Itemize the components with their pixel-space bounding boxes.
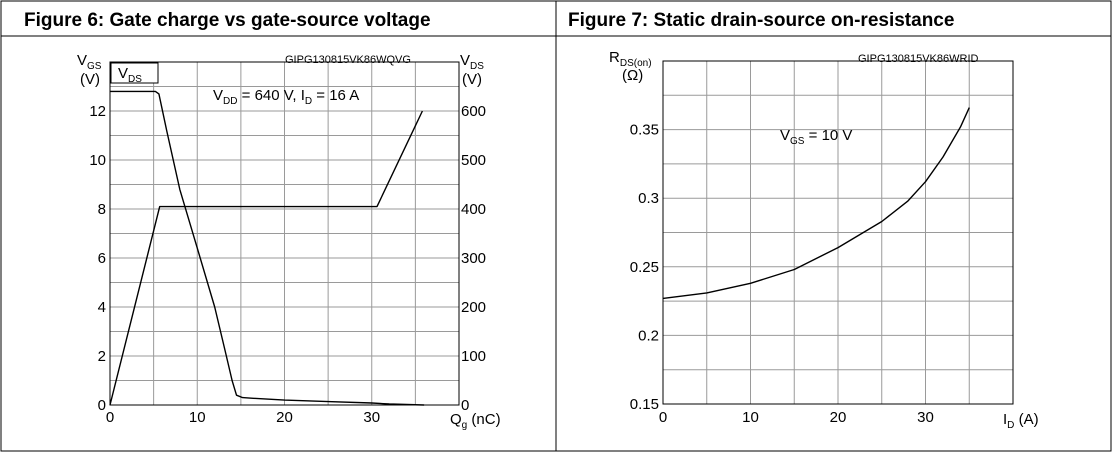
fig6-left-tick-label: 0 (98, 397, 106, 414)
fig6-right-tick-label: 400 (461, 201, 486, 218)
fig6-right-axis-label: VDS (460, 52, 484, 72)
fig7-y-axis-unit: (Ω) (622, 67, 643, 84)
fig6-right-tick-label: 600 (461, 103, 486, 120)
fig6-left-tick-label: 12 (89, 103, 106, 120)
fig6-left-axis-unit: (V) (80, 71, 100, 88)
fig7-y-tick-label: 0.35 (630, 122, 659, 139)
fig6-left-tick-label: 6 (98, 250, 106, 267)
fig7-plot-frame (662, 60, 1014, 405)
fig6-x-ticks: 0 10 20 30 (106, 409, 380, 426)
fig6-right-axis-unit: (V) (462, 71, 482, 88)
fig6-annotation: VDD = 640 V, ID = 16 A (213, 87, 359, 107)
fig6-x-axis-label: Qg (nC) (450, 411, 501, 431)
fig6-right-tick-label: 0 (461, 397, 469, 414)
fig7-grid (663, 61, 1013, 404)
fig6-right-tick-label: 300 (461, 250, 486, 267)
fig6-left-ticks: 0 2 4 6 8 10 12 (89, 103, 106, 414)
fig7-y-ticks: 0.15 0.2 0.25 0.3 0.35 (630, 122, 659, 413)
fig7-x-tick-label: 0 (659, 409, 667, 426)
fig6-left-tick-label: 10 (89, 152, 106, 169)
fig6-left-tick-label: 4 (98, 299, 106, 316)
fig6-plot-frame (109, 61, 460, 406)
fig6-x-tick-label: 10 (189, 409, 206, 426)
fig7-annotation: VGS = 10 V (780, 127, 852, 147)
fig6-right-tick-label: 100 (461, 348, 486, 365)
fig7-y-tick-label: 0.15 (630, 396, 659, 413)
fig7-x-ticks: 0 10 20 30 (659, 409, 934, 426)
fig6-x-tick-label: 30 (363, 409, 380, 426)
fig7-y-tick-label: 0.3 (638, 190, 659, 207)
fig6-series-label-box (110, 62, 159, 84)
fig6-title: Figure 6: Gate charge vs gate-source vol… (24, 10, 431, 31)
fig6-right-ticks: 0 100 200 300 400 500 600 (461, 103, 486, 414)
fig7-x-tick-label: 20 (830, 409, 847, 426)
fig7-chart-code: GIPG130815VK86WRID (858, 53, 979, 65)
fig6-x-tick-label: 20 (276, 409, 293, 426)
fig7-y-tick-label: 0.2 (638, 327, 659, 344)
fig6-left-tick-label: 2 (98, 348, 106, 365)
fig7-y-axis-label: RDS(on) (609, 49, 652, 69)
fig6-x-tick-label: 0 (106, 409, 114, 426)
fig7-title: Figure 7: Static drain-source on-resista… (568, 10, 954, 31)
fig6-chart-code: GIPG130815VK86WQVG (285, 54, 411, 66)
fig7-x-tick-label: 10 (742, 409, 759, 426)
fig6-right-tick-label: 200 (461, 299, 486, 316)
fig7-y-tick-label: 0.25 (630, 259, 659, 276)
fig7-x-tick-label: 30 (917, 409, 934, 426)
fig6-vds-curve (110, 90, 425, 406)
fig6-grid (110, 62, 459, 405)
fig7-x-axis-label: ID (A) (1003, 411, 1039, 431)
fig6-left-tick-label: 8 (98, 201, 106, 218)
fig6-vgs-curve (109, 110, 424, 406)
fig7-rdson-curve (662, 107, 970, 300)
fig6-left-axis-label: VGS (77, 52, 102, 72)
fig6-right-tick-label: 500 (461, 152, 486, 169)
